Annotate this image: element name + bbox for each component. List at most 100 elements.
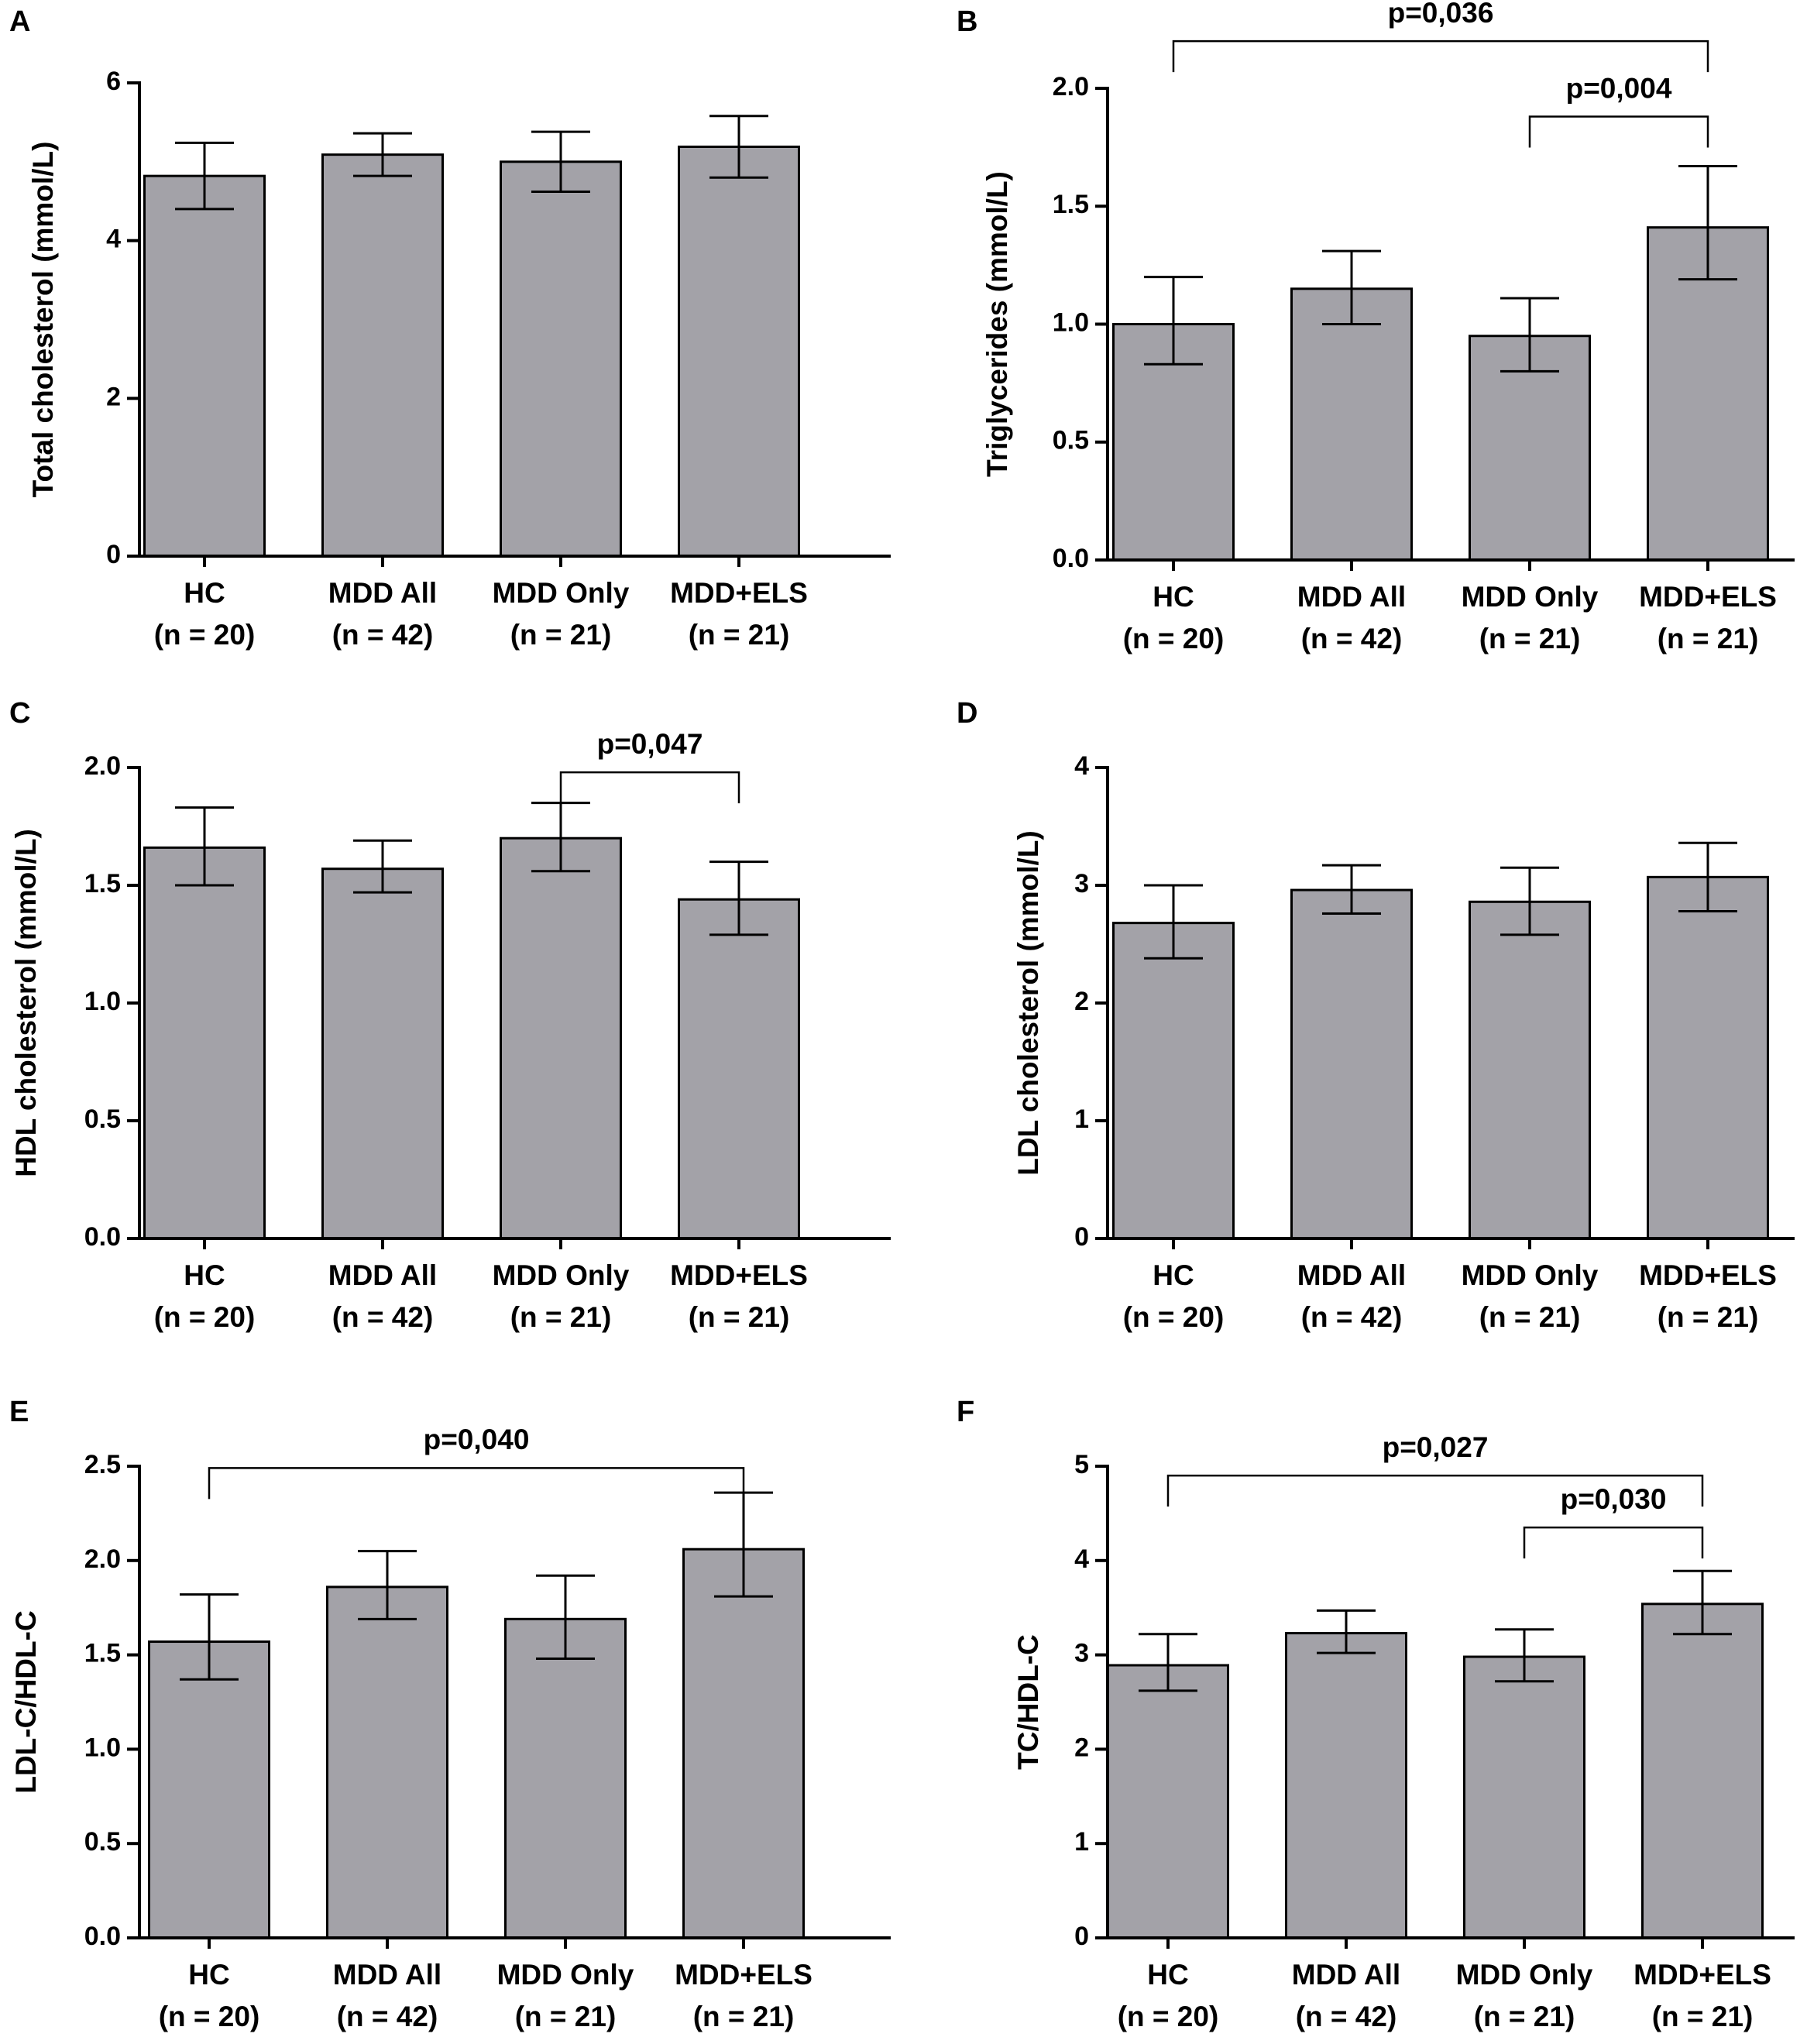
x-n-label: (n = 42)	[332, 619, 434, 651]
panel-e: E 0.0 0.5 1.0 1.5 2.0 2.5 HC (n = 20) MDD All (n =…	[9, 1396, 891, 2032]
x-n-label: (n = 21)	[510, 619, 612, 651]
y-tick-label: 3	[1074, 1639, 1089, 1668]
bracket-line	[559, 771, 740, 804]
y-tick-label: 0	[106, 540, 121, 569]
x-n-label: (n = 42)	[1296, 2001, 1397, 2032]
error-bar-a-3	[531, 130, 590, 194]
x-category-label: HC	[188, 1959, 229, 1991]
y-tick-label: 1.5	[84, 1639, 121, 1668]
error-bar-e-2	[358, 1550, 417, 1620]
y-tick-label: 2.5	[84, 1450, 121, 1479]
y-tick-label: 3	[1074, 869, 1089, 898]
y-tick-label: 2	[106, 382, 121, 411]
y-tick-label: 0.0	[1053, 544, 1089, 573]
y-tick-label: 4	[1074, 1544, 1089, 1574]
x-category-label: HC	[1153, 1259, 1194, 1291]
panel-a: A 0 2 4 6 HC (n = 20) MDD All (n = 42) MDD Only (n…	[9, 5, 891, 651]
panel-d: D 0 1 2 3 4 HC (n = 20) MDD All (n = 42) MDD Only (…	[957, 697, 1795, 1333]
p-value-label: p=0,040	[424, 1424, 530, 1455]
x-category-label: MDD Only	[497, 1959, 634, 1991]
y-tick-label: 6	[106, 67, 121, 96]
bar-c-1	[143, 846, 266, 1240]
error-bar-d-3	[1500, 866, 1559, 936]
error-bar-b-1	[1144, 276, 1203, 366]
panel-label: C	[9, 697, 30, 730]
bracket-line	[1528, 115, 1709, 148]
p-value-label: p=0,047	[597, 728, 703, 760]
error-bar-d-2	[1322, 864, 1381, 915]
x-category-label: HC	[1147, 1959, 1188, 1991]
bar-c-2	[321, 867, 444, 1240]
x-n-label: (n = 21)	[1652, 2001, 1754, 2032]
error-bar-a-2	[353, 132, 412, 177]
x-n-label: (n = 42)	[332, 1301, 434, 1333]
x-category-label: MDD Only	[493, 1259, 630, 1291]
x-category-label: MDD Only	[1456, 1959, 1593, 1991]
x-n-label: (n = 21)	[1658, 1301, 1759, 1333]
x-category-label: MDD Only	[1462, 1259, 1599, 1291]
bar-f-2	[1285, 1632, 1407, 1939]
error-bar-f-4	[1673, 1569, 1732, 1636]
error-bar-e-1	[180, 1593, 239, 1681]
significance-bracket-b-1: p=0,036	[1172, 0, 1709, 73]
x-n-label: (n = 20)	[1123, 623, 1225, 654]
bar-b-4	[1647, 226, 1769, 562]
bar-e-3	[504, 1617, 627, 1939]
x-n-label: (n = 42)	[337, 2001, 438, 2032]
x-n-label: (n = 21)	[1479, 1301, 1581, 1333]
x-category-label: MDD Only	[1462, 581, 1599, 613]
y-tick-label: 0.5	[1053, 426, 1089, 455]
y-axis-title: HDL cholesterol (mmol/L)	[10, 829, 42, 1177]
y-axis-title: Triglycerides (mmol/L)	[981, 171, 1013, 477]
panel-f: F 0 1 2 3 4 5 HC (n = 20) MDD All (n = 42) MDD Only…	[957, 1396, 1795, 2032]
error-bar-b-2	[1322, 249, 1381, 325]
x-n-label: (n = 21)	[693, 2001, 795, 2032]
x-n-label: (n = 21)	[1658, 623, 1759, 654]
y-tick-label: 4	[106, 225, 121, 254]
y-tick-label: 0	[1074, 1222, 1089, 1252]
x-n-label: (n = 42)	[1301, 623, 1403, 654]
bar-a-4	[678, 145, 800, 558]
x-category-label: MDD+ELS	[670, 1259, 808, 1291]
x-category-label: MDD All	[1297, 581, 1406, 613]
panel-label: D	[957, 697, 977, 730]
error-bar-a-1	[175, 141, 234, 211]
x-category-label: MDD All	[1292, 1959, 1400, 1991]
bar-a-3	[500, 160, 622, 558]
bar-f-3	[1463, 1655, 1585, 1939]
y-tick-label: 2.0	[84, 751, 121, 781]
bar-c-4	[678, 898, 800, 1240]
y-tick-label: 2	[1074, 1733, 1089, 1762]
x-category-label: MDD+ELS	[675, 1959, 812, 1991]
x-n-label: (n = 20)	[154, 1301, 256, 1333]
bar-a-1	[143, 174, 266, 558]
bar-e-2	[326, 1585, 448, 1939]
error-bar-e-3	[536, 1574, 595, 1660]
x-category-label: MDD Only	[493, 577, 630, 609]
error-bar-f-2	[1317, 1609, 1376, 1654]
significance-bracket-c-1: p=0,047	[559, 728, 740, 804]
y-tick-label: 2.0	[1053, 72, 1089, 101]
p-value-label: p=0,036	[1388, 0, 1494, 29]
error-bar-d-4	[1678, 841, 1737, 912]
y-tick-label: 0.5	[84, 1104, 121, 1134]
y-tick-label: 1	[1074, 1104, 1089, 1134]
x-n-label: (n = 20)	[154, 619, 256, 651]
y-tick-label: 5	[1074, 1450, 1089, 1479]
panel-label: B	[957, 5, 977, 38]
x-n-label: (n = 21)	[689, 1301, 790, 1333]
y-tick-label: 0.0	[84, 1222, 121, 1252]
x-n-label: (n = 21)	[1474, 2001, 1575, 2032]
x-n-label: (n = 21)	[510, 1301, 612, 1333]
y-tick-label: 4	[1074, 751, 1089, 781]
p-value-label: p=0,004	[1566, 72, 1672, 104]
y-tick-label: 1.0	[84, 987, 121, 1016]
bracket-line	[208, 1467, 745, 1500]
y-axis-title: TC/HDL-C	[1012, 1634, 1044, 1770]
x-category-label: MDD+ELS	[1634, 1959, 1771, 1991]
bar-b-2	[1290, 287, 1413, 562]
y-axis-title: LDL cholesterol (mmol/L)	[1012, 830, 1044, 1175]
x-category-label: MDD All	[1297, 1259, 1406, 1291]
x-category-label: MDD+ELS	[1639, 581, 1777, 613]
y-tick-label: 1	[1074, 1827, 1089, 1857]
